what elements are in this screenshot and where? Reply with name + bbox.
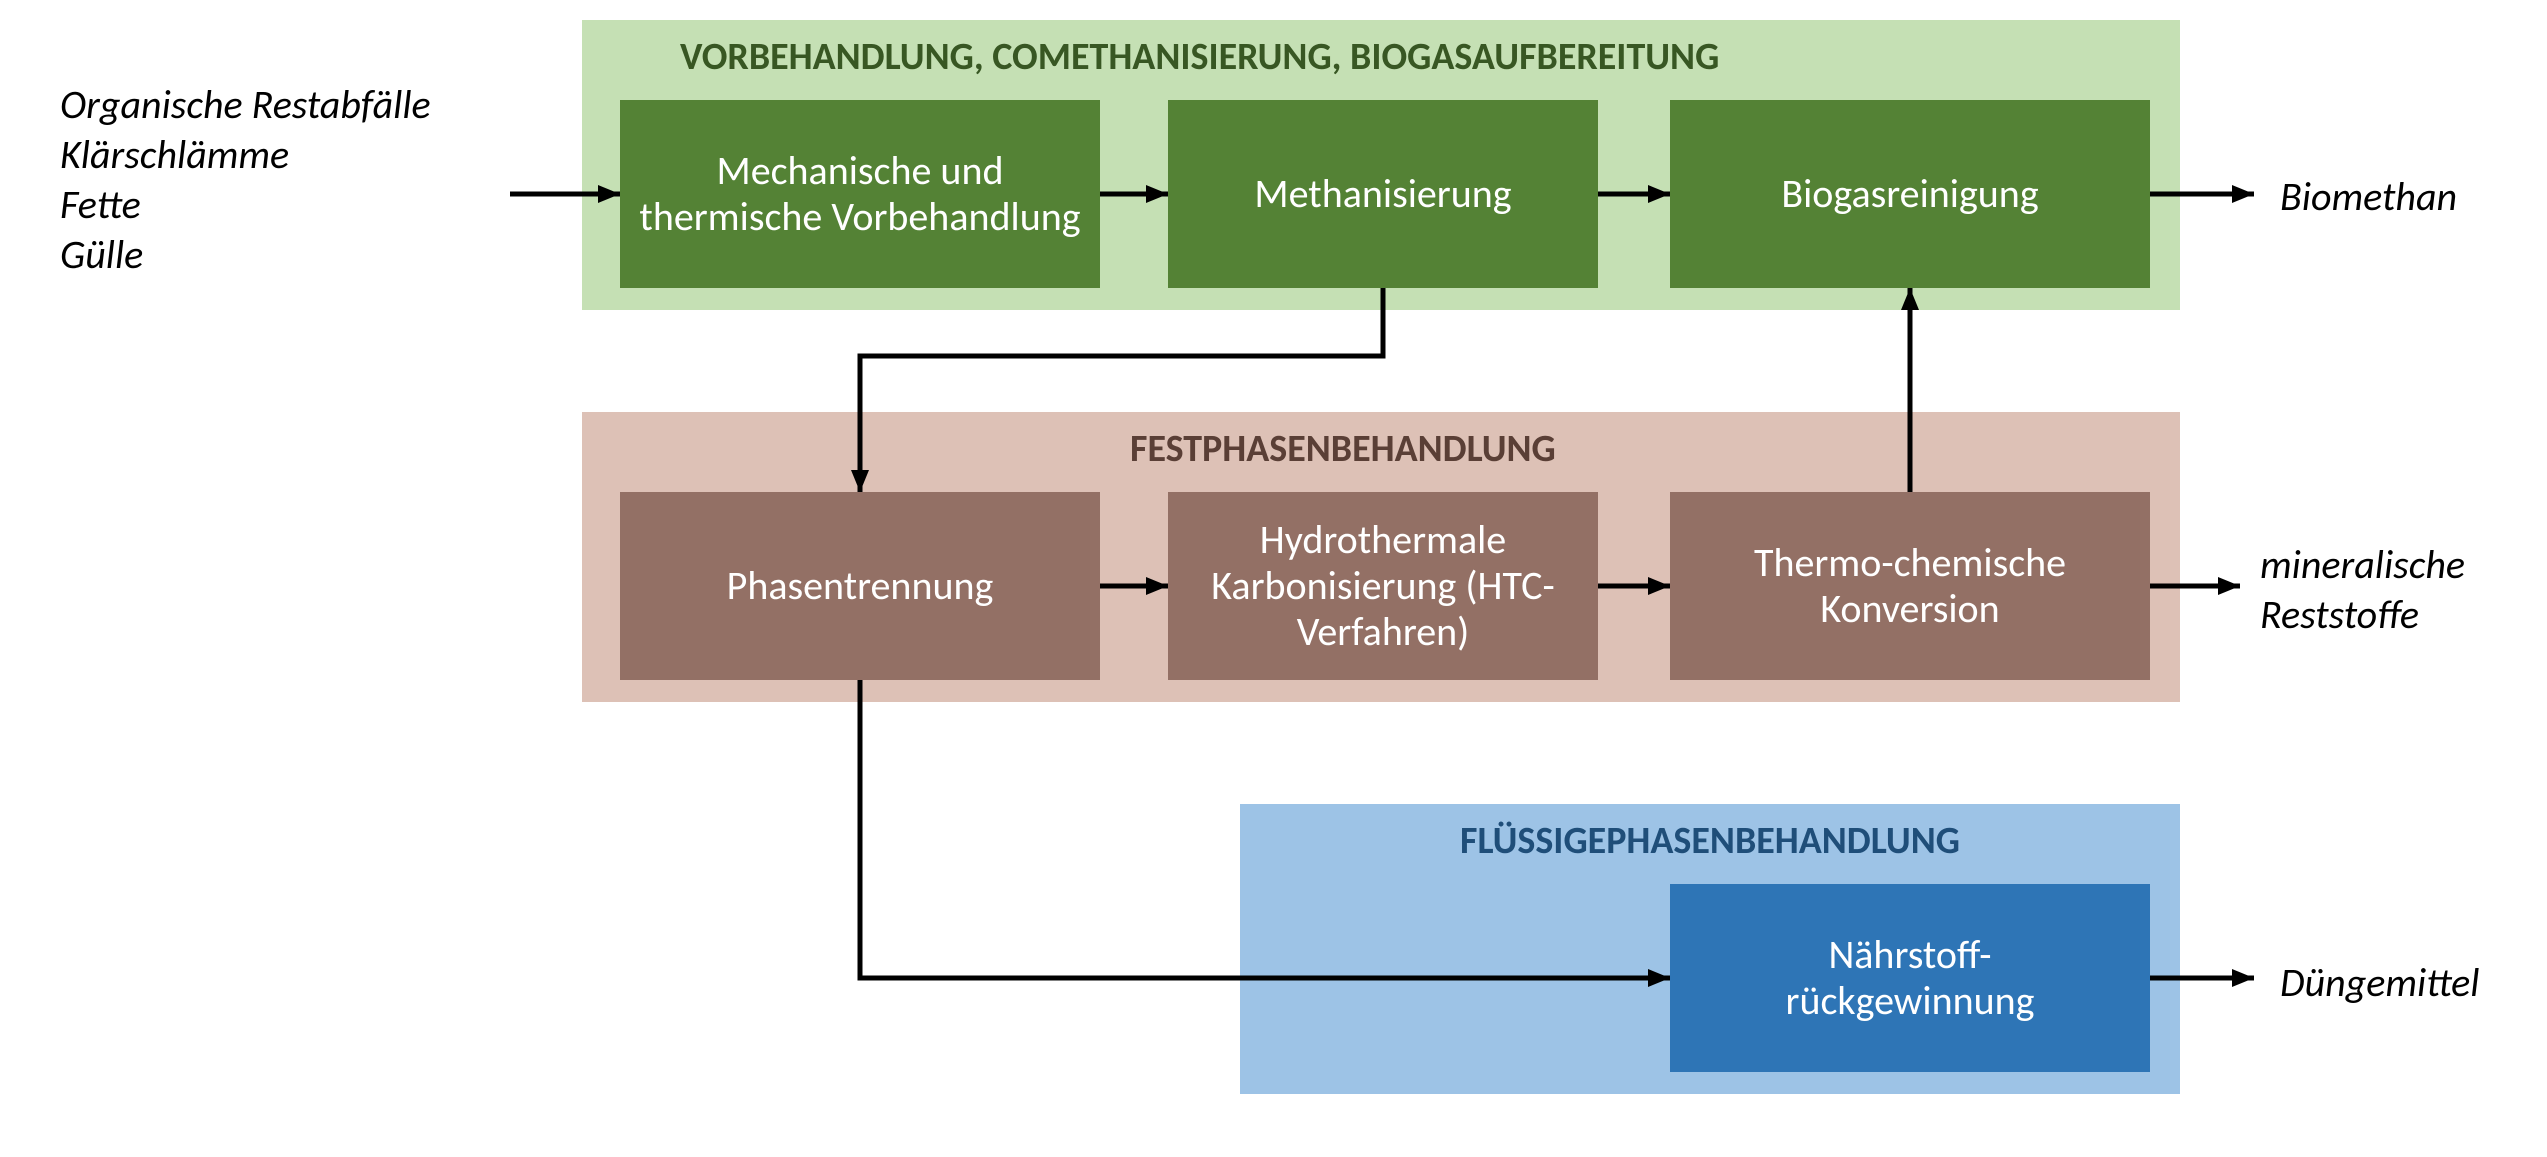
- box-naehr: Nährstoff- rückgewinnung: [1670, 884, 2150, 1072]
- box-vorbeh: Mechanische und thermische Vorbehandlung: [620, 100, 1100, 288]
- box-phasen: Phasentrennung: [620, 492, 1100, 680]
- arrowhead-thermo-out: [2218, 577, 2240, 595]
- arrowhead-naehr-out: [2232, 969, 2254, 987]
- io-reststoffe: mineralische Reststoffe: [2260, 540, 2465, 640]
- box-thermo: Thermo-chemische Konversion: [1670, 492, 2150, 680]
- arrowhead-biogas-out: [2232, 185, 2254, 203]
- process-flowchart: VORBEHANDLUNG, COMETHANISIERUNG, BIOGASA…: [0, 0, 2547, 1157]
- box-methan: Methanisierung: [1168, 100, 1598, 288]
- io-biomethan: Biomethan: [2280, 172, 2457, 222]
- io-duenger: Düngemittel: [2280, 958, 2479, 1008]
- stage-title-green: VORBEHANDLUNG, COMETHANISIERUNG, BIOGASA…: [680, 34, 1719, 80]
- box-biogas: Biogasreinigung: [1670, 100, 2150, 288]
- box-htc: Hydrothermale Karbonisierung (HTC-Verfah…: [1168, 492, 1598, 680]
- stage-title-blue: FLÜSSIGEPHASENBEHANDLUNG: [1460, 818, 1960, 864]
- io-inputs: Organische RestabfälleKlärschlämmeFetteG…: [60, 80, 431, 280]
- stage-title-brown: FESTPHASENBEHANDLUNG: [1130, 426, 1556, 472]
